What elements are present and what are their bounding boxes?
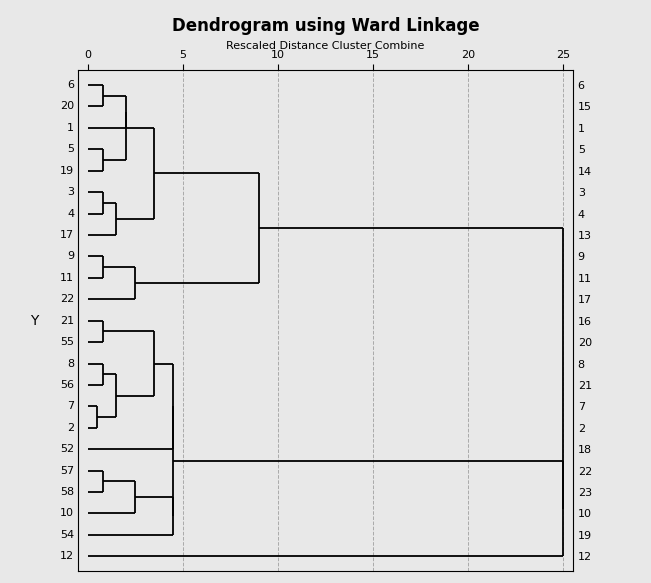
Text: 52: 52	[60, 444, 74, 454]
Text: 10: 10	[61, 508, 74, 518]
Text: 2: 2	[67, 423, 74, 433]
Text: 56: 56	[61, 380, 74, 390]
Text: 20: 20	[60, 101, 74, 111]
Text: 19: 19	[60, 166, 74, 175]
Text: 55: 55	[61, 337, 74, 347]
Text: Rescaled Distance Cluster Combine: Rescaled Distance Cluster Combine	[227, 41, 424, 51]
Text: 7: 7	[67, 401, 74, 412]
Text: 22: 22	[60, 294, 74, 304]
Text: 58: 58	[60, 487, 74, 497]
Text: 1: 1	[67, 123, 74, 133]
Text: 8: 8	[67, 359, 74, 368]
Text: 21: 21	[60, 315, 74, 326]
Text: 57: 57	[60, 466, 74, 476]
Text: 5: 5	[67, 144, 74, 154]
Text: 11: 11	[61, 273, 74, 283]
Text: 4: 4	[67, 209, 74, 219]
Text: 6: 6	[67, 80, 74, 90]
Text: 9: 9	[67, 251, 74, 261]
Text: Y: Y	[30, 314, 38, 328]
Text: 3: 3	[67, 187, 74, 197]
Text: 54: 54	[60, 530, 74, 540]
Text: Dendrogram using Ward Linkage: Dendrogram using Ward Linkage	[172, 17, 479, 36]
Text: 17: 17	[60, 230, 74, 240]
Text: 12: 12	[60, 552, 74, 561]
